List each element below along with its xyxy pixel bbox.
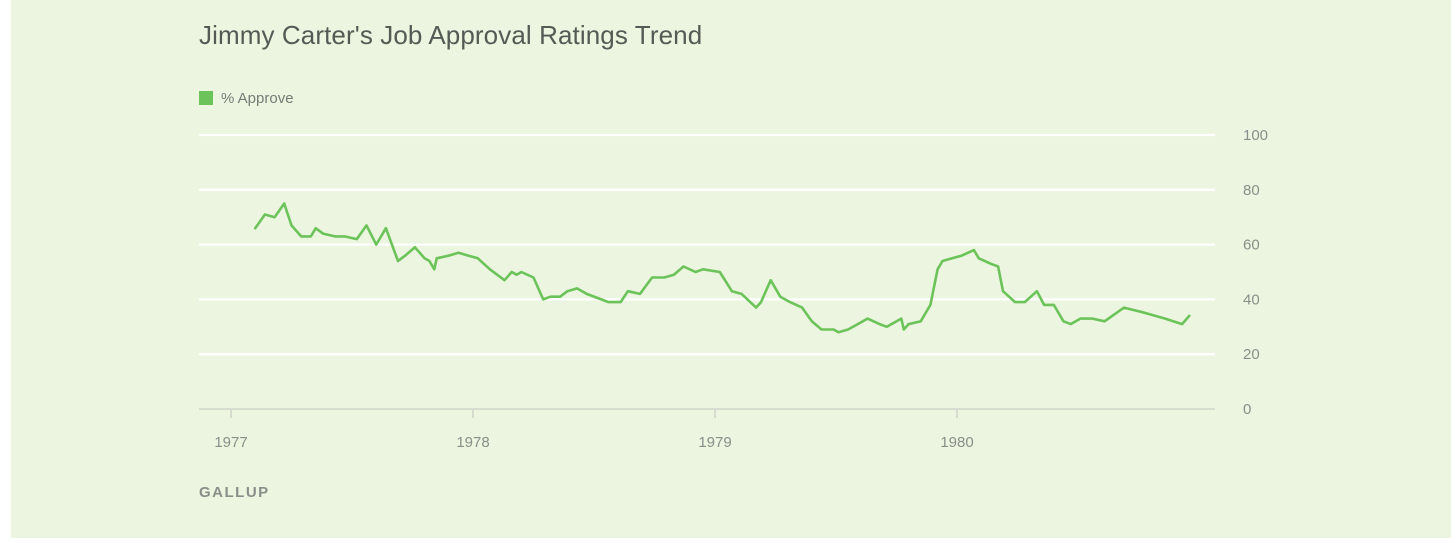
gridlines <box>199 133 1215 410</box>
y-tick-label: 80 <box>1243 182 1260 199</box>
legend-swatch <box>199 91 213 105</box>
legend: % Approve <box>199 89 294 107</box>
x-tick-label: 1978 <box>456 434 489 451</box>
source-label: GALLUP <box>199 484 270 501</box>
x-tick-label: 1979 <box>698 434 731 451</box>
y-tick-label: 100 <box>1243 127 1268 144</box>
line-chart: 0 20 40 60 80 100 1977 1978 1979 1980 <box>199 127 1268 451</box>
y-tick-label: 40 <box>1243 291 1260 308</box>
x-tick-label: 1977 <box>214 434 247 451</box>
series <box>253 202 1191 334</box>
chart-card <box>11 0 1451 538</box>
y-axis-ticks: 0 20 40 60 80 100 <box>1243 127 1268 418</box>
x-tick-label: 1980 <box>940 434 973 451</box>
chart-title: Jimmy Carter's Job Approval Ratings Tren… <box>199 20 703 50</box>
y-tick-label: 0 <box>1243 401 1251 418</box>
x-axis-ticks: 1977 1978 1979 1980 <box>214 410 974 451</box>
y-tick-label: 20 <box>1243 346 1260 363</box>
legend-label: % Approve <box>221 89 294 107</box>
y-tick-label: 60 <box>1243 237 1260 254</box>
approve-series-line <box>253 202 1191 334</box>
